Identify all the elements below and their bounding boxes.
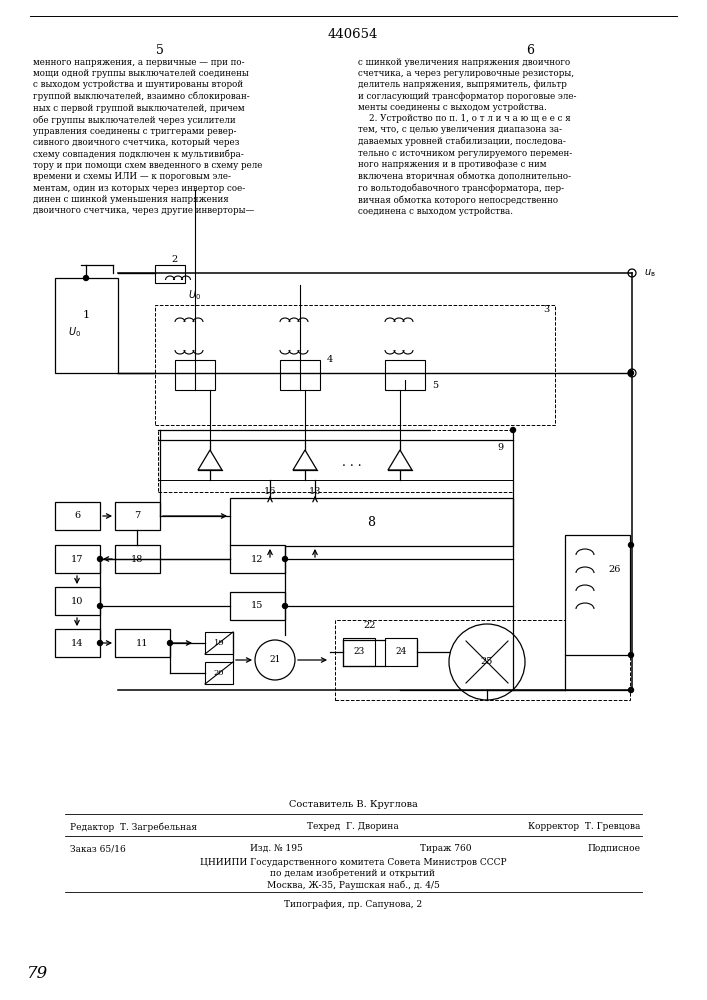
Text: 440654: 440654 (328, 28, 378, 41)
Text: 2: 2 (172, 255, 178, 264)
Text: 15: 15 (251, 601, 263, 610)
Text: 19: 19 (214, 639, 224, 647)
Bar (55, 502, 100, 530)
Bar (115, 629, 170, 657)
Bar (205, 632, 233, 654)
Bar (565, 535, 630, 655)
Bar (158, 430, 513, 492)
Text: Техред  Г. Дворина: Техред Г. Дворина (307, 822, 399, 831)
Bar (230, 498, 513, 546)
Circle shape (83, 275, 88, 280)
Text: 5: 5 (432, 380, 438, 389)
Text: $U_0$: $U_0$ (189, 288, 201, 302)
Text: Подписное: Подписное (587, 844, 640, 853)
Text: 9: 9 (497, 444, 503, 452)
Text: 18: 18 (131, 554, 144, 564)
Bar (55, 629, 100, 657)
Text: Типография, пр. Сапунова, 2: Типография, пр. Сапунова, 2 (284, 900, 422, 909)
Circle shape (629, 370, 633, 375)
Text: 23: 23 (354, 648, 365, 656)
Bar (205, 662, 233, 684)
Text: с шинкой увеличения напряжения двоичного
счетчика, а через регулировочные резист: с шинкой увеличения напряжения двоичного… (358, 58, 576, 216)
Text: 3: 3 (544, 306, 550, 314)
Bar (55, 545, 100, 573)
Circle shape (629, 542, 633, 548)
Bar (335, 620, 630, 700)
Text: 24: 24 (395, 648, 407, 656)
Text: 13: 13 (309, 488, 321, 496)
Bar (385, 638, 417, 666)
Text: 5: 5 (156, 44, 164, 57)
Bar (155, 305, 555, 425)
Text: 1: 1 (83, 310, 90, 320)
Text: 16: 16 (264, 488, 276, 496)
Circle shape (629, 688, 633, 692)
Bar (55, 278, 118, 373)
Text: 6: 6 (74, 512, 80, 520)
Circle shape (283, 556, 288, 562)
Text: 10: 10 (71, 596, 83, 605)
Circle shape (98, 556, 103, 562)
Bar (55, 587, 100, 615)
Bar (230, 592, 285, 620)
Circle shape (629, 652, 633, 658)
Bar (230, 545, 285, 573)
Text: Изд. № 195: Изд. № 195 (250, 844, 303, 853)
Text: $u_{\rm в}$: $u_{\rm в}$ (644, 267, 655, 279)
Text: ЦНИИПИ Государственного комитета Совета Министров СССР: ЦНИИПИ Государственного комитета Совета … (199, 858, 506, 867)
Circle shape (168, 641, 173, 646)
Text: 79: 79 (28, 965, 49, 982)
Text: 21: 21 (269, 656, 281, 664)
Text: 6: 6 (526, 44, 534, 57)
Text: 12: 12 (251, 554, 263, 564)
Bar (280, 360, 320, 390)
Bar (175, 360, 215, 390)
Bar (343, 638, 375, 666)
Circle shape (98, 603, 103, 608)
Bar (385, 360, 425, 390)
Text: Заказ 65/16: Заказ 65/16 (70, 844, 126, 853)
Text: 4: 4 (327, 356, 333, 364)
Text: по делам изобретений и открытий: по делам изобретений и открытий (271, 869, 436, 879)
Text: Москва, Ж-35, Раушская наб., д. 4/5: Москва, Ж-35, Раушская наб., д. 4/5 (267, 880, 440, 890)
Bar (155, 265, 185, 283)
Text: Составитель В. Круглова: Составитель В. Круглова (288, 800, 417, 809)
Text: Тираж 760: Тираж 760 (420, 844, 472, 853)
Circle shape (510, 428, 515, 432)
Text: 7: 7 (134, 512, 140, 520)
Text: 8: 8 (367, 516, 375, 528)
Circle shape (283, 603, 288, 608)
Text: Корректор  Т. Гревцова: Корректор Т. Гревцова (527, 822, 640, 831)
Text: 11: 11 (136, 639, 148, 648)
Text: 14: 14 (71, 639, 83, 648)
Text: Редактор  Т. Загребельная: Редактор Т. Загребельная (70, 822, 197, 832)
Circle shape (98, 641, 103, 646)
Text: . . .: . . . (342, 456, 362, 468)
Text: 20: 20 (214, 669, 224, 677)
Bar (115, 502, 160, 530)
Text: 22: 22 (363, 620, 376, 630)
Text: 25: 25 (481, 658, 493, 666)
Text: 26: 26 (609, 566, 621, 574)
Text: менного напряжения, а первичные — при по-
мощи одной группы выключателей соедине: менного напряжения, а первичные — при по… (33, 58, 262, 215)
Text: $U_0$: $U_0$ (69, 325, 81, 339)
Bar (115, 545, 160, 573)
Text: 17: 17 (71, 554, 83, 564)
